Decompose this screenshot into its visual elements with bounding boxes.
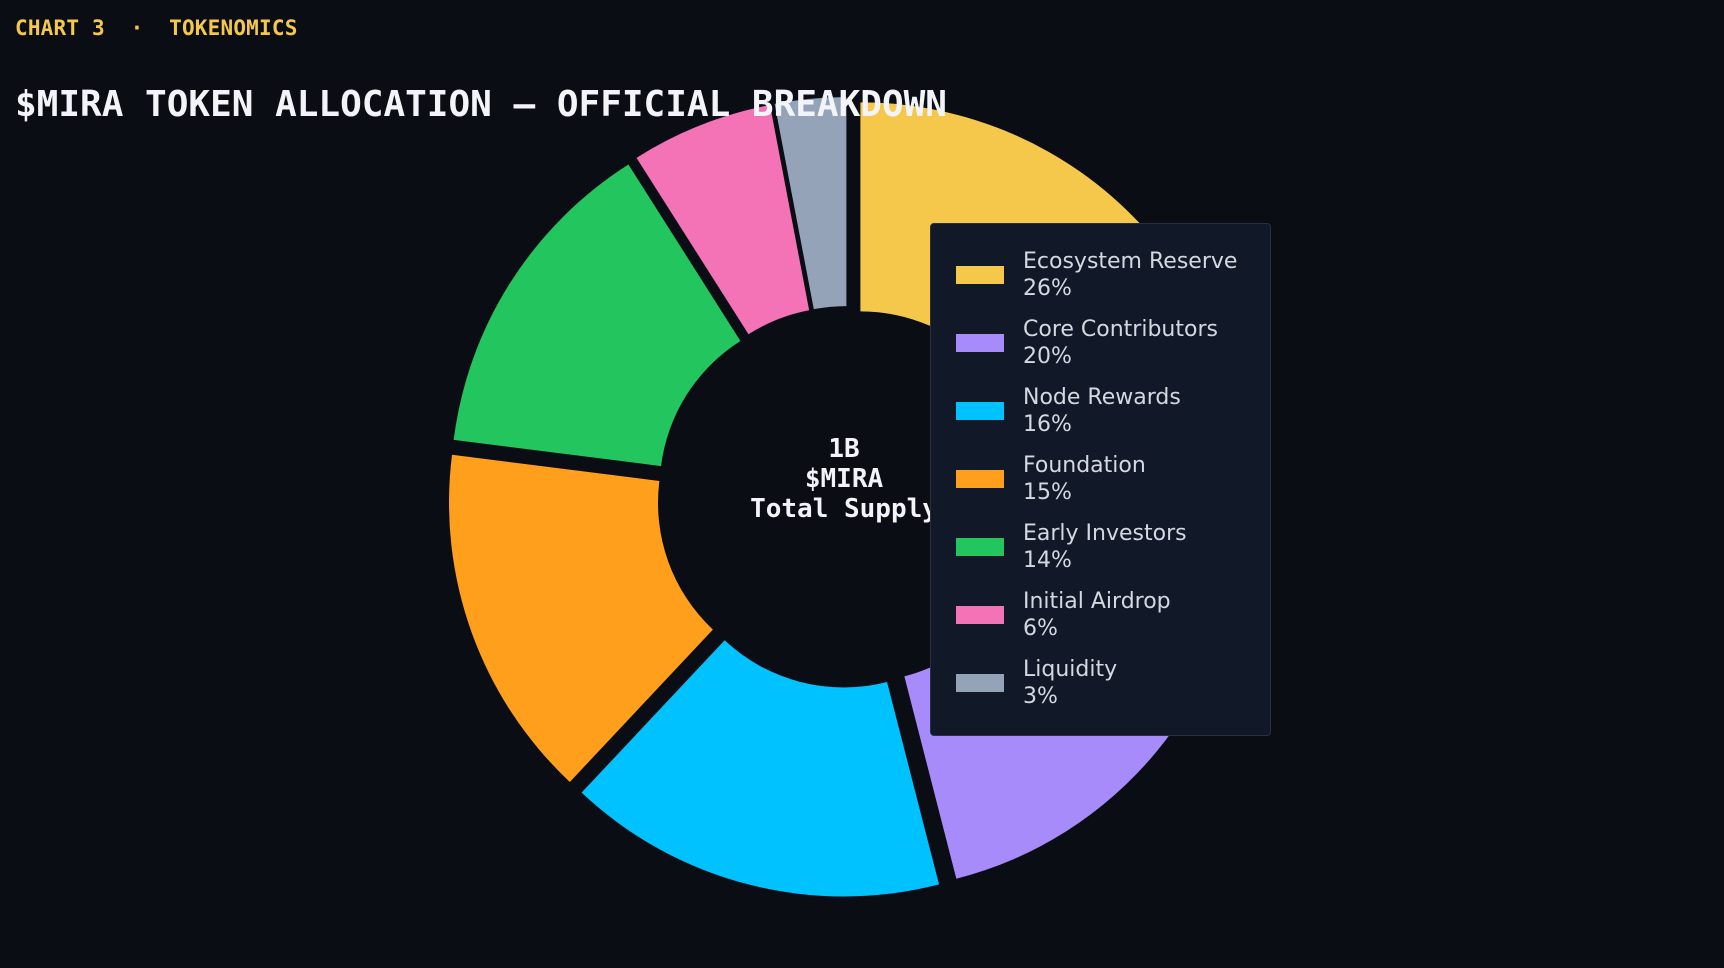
legend-label: Ecosystem Reserve [1023, 249, 1238, 274]
legend-label: Liquidity [1023, 657, 1118, 682]
donut-slice-initial-airdrop [636, 104, 810, 335]
donut-slice-node-rewards [581, 640, 940, 897]
legend-value: 16% [1023, 412, 1072, 437]
legend-value: 3% [1023, 684, 1058, 709]
legend-swatch [956, 470, 1004, 488]
legend-label: Initial Airdrop [1023, 589, 1171, 614]
legend-label: Core Contributors [1023, 317, 1218, 342]
legend-swatch [956, 266, 1004, 284]
donut-slice-foundation [449, 454, 713, 782]
legend-label: Node Rewards [1023, 385, 1181, 410]
legend-swatch [956, 538, 1004, 556]
legend-value: 26% [1023, 276, 1072, 301]
legend-value: 20% [1023, 344, 1072, 369]
legend-item-core-contributors: Core Contributors 20% [956, 316, 1270, 384]
legend-item-early-investors: Early Investors 14% [956, 520, 1270, 588]
center-label-line-2: $MIRA [805, 464, 884, 494]
legend-swatch [956, 606, 1004, 624]
legend-label: Early Investors [1023, 521, 1187, 546]
center-label-line-3: Total Supply [750, 494, 938, 524]
legend-item-node-rewards: Node Rewards 16% [956, 384, 1270, 452]
legend-value: 6% [1023, 616, 1058, 641]
chart-title: $MIRA TOKEN ALLOCATION — OFFICIAL BREAKD… [15, 84, 947, 125]
legend-swatch [956, 402, 1004, 420]
legend-value: 14% [1023, 548, 1072, 573]
chart-kicker: CHART 3 · TOKENOMICS [15, 16, 298, 40]
legend-label: Foundation [1023, 453, 1146, 478]
legend-item-foundation: Foundation 15% [956, 452, 1270, 520]
legend-item-liquidity: Liquidity 3% [956, 656, 1270, 724]
center-label-line-1: 1B [828, 434, 859, 464]
legend-value: 15% [1023, 480, 1072, 505]
chart-legend: Ecosystem Reserve 26% Core Contributors … [930, 223, 1271, 736]
donut-slice-liquidity [774, 97, 847, 310]
legend-swatch [956, 334, 1004, 352]
legend-swatch [956, 674, 1004, 692]
donut-slice-early-investors [453, 164, 741, 467]
legend-item-ecosystem-reserve: Ecosystem Reserve 26% [956, 248, 1270, 316]
legend-item-initial-airdrop: Initial Airdrop 6% [956, 588, 1270, 656]
